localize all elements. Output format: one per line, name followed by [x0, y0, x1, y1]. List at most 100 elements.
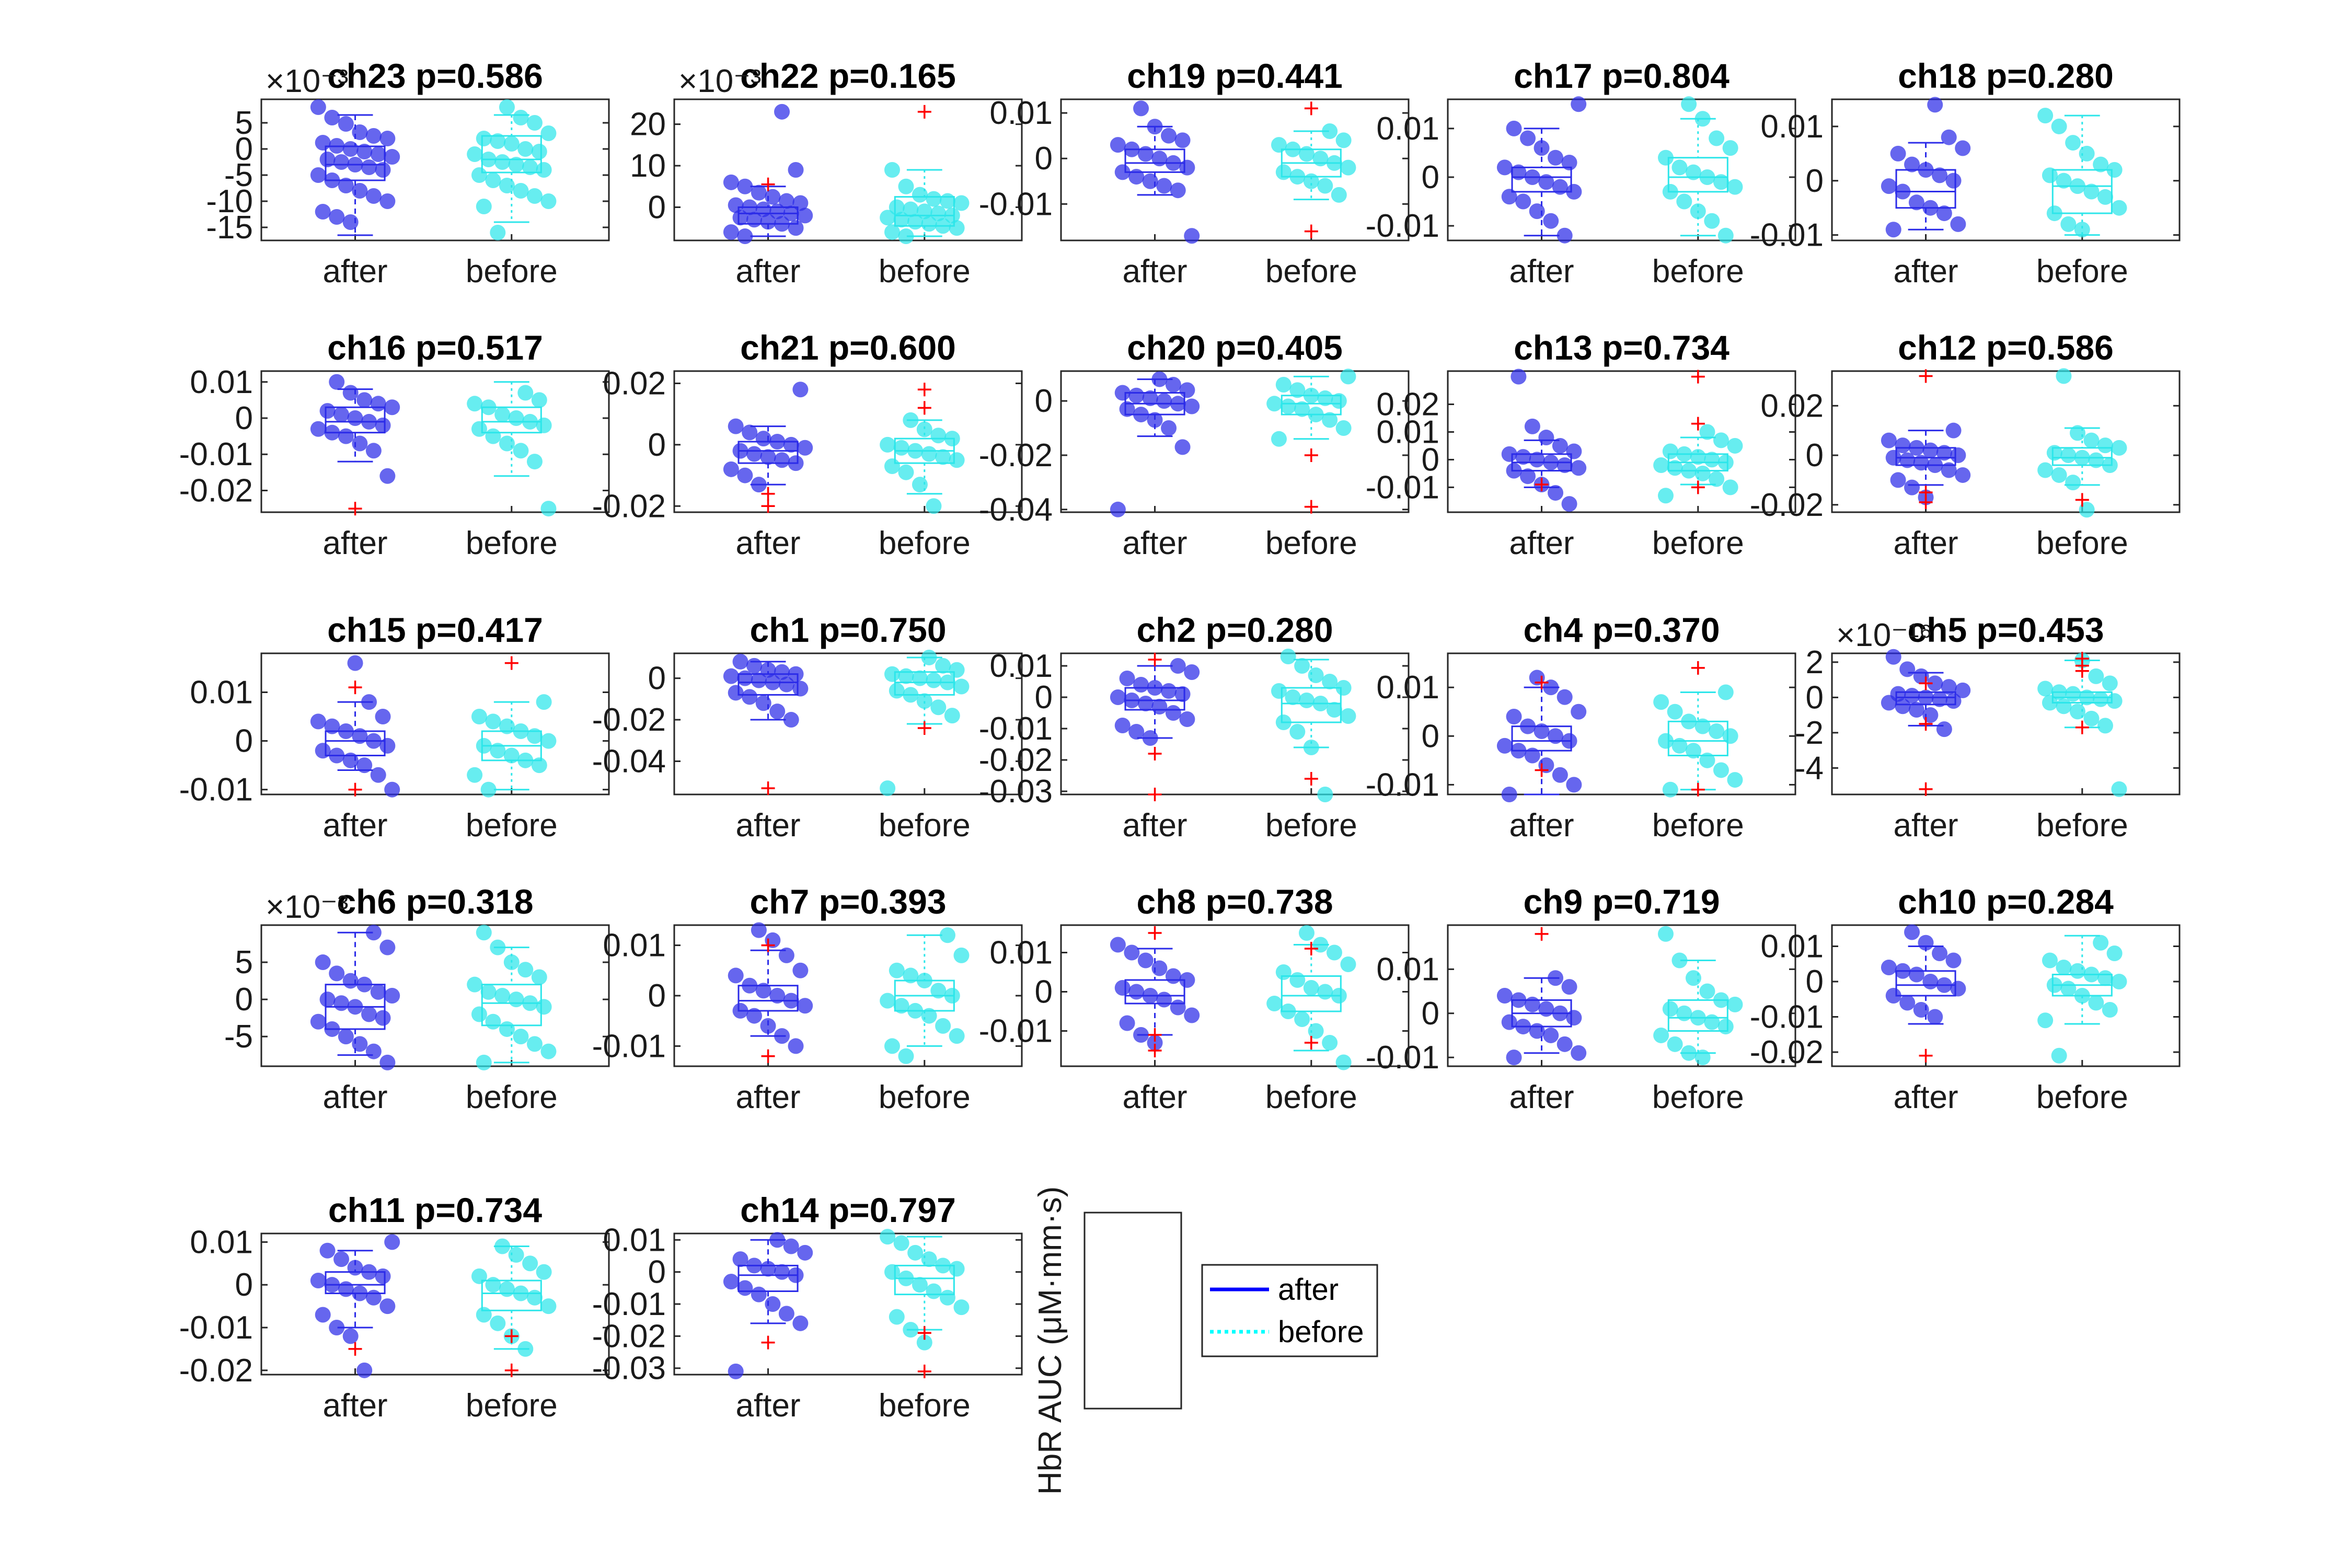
data-point-before	[2106, 946, 2123, 961]
axes-frame-ch14	[673, 1232, 1023, 1376]
data-point-before	[1713, 174, 1729, 190]
y-tick-label: 0	[1035, 974, 1053, 1010]
data-point-after	[1515, 193, 1531, 210]
data-point-before	[517, 962, 534, 978]
data-point-after	[356, 976, 373, 993]
data-point-before	[2079, 145, 2095, 162]
chart-title-ch12: ch12 p=0.586	[1898, 328, 2114, 367]
data-point-before	[503, 747, 520, 764]
data-point-after	[1945, 422, 1962, 439]
data-point-before	[884, 224, 900, 240]
data-point-before	[2046, 205, 2062, 222]
data-point-after	[356, 1362, 373, 1378]
data-point-before	[953, 947, 970, 963]
data-point-after	[324, 718, 340, 734]
axes-frame-ch18	[1831, 98, 2181, 241]
data-point-after	[1913, 455, 1929, 471]
data-point-before	[522, 995, 538, 1011]
data-point-before	[1340, 708, 1356, 724]
y-tick-label: -0.03	[979, 774, 1053, 810]
data-point-after	[1506, 1050, 1522, 1066]
data-point-before	[494, 407, 511, 423]
data-point-before	[522, 413, 538, 430]
chart-title-ch15: ch15 p=0.417	[327, 610, 543, 649]
data-point-before	[930, 205, 947, 222]
chart-title-ch23: ch23 p=0.586	[327, 56, 543, 95]
data-point-after	[1904, 688, 1920, 704]
data-point-before	[2060, 447, 2077, 464]
data-point-before	[480, 984, 497, 1000]
data-point-after	[1895, 963, 1911, 979]
data-point-before	[1294, 658, 1310, 674]
data-point-after	[792, 962, 809, 978]
data-point-before	[1271, 683, 1287, 699]
data-point-after	[319, 152, 336, 167]
outlier-marker-before	[1304, 772, 1318, 786]
data-point-after	[1899, 452, 1916, 468]
data-point-before	[1681, 463, 1697, 479]
x-tick-label-after: after	[1123, 525, 1187, 561]
data-point-before	[935, 218, 951, 234]
data-point-after	[347, 157, 363, 172]
data-point-before	[916, 693, 932, 709]
data-point-after	[1890, 472, 1906, 488]
data-point-after	[1918, 162, 1934, 178]
data-point-before	[2111, 440, 2127, 456]
data-point-before	[1326, 944, 1342, 961]
data-point-after	[797, 1244, 813, 1261]
data-point-before	[926, 498, 942, 514]
data-point-before	[531, 757, 547, 774]
data-point-after	[375, 709, 391, 725]
data-point-after	[783, 205, 799, 222]
data-point-before	[1690, 1010, 1706, 1026]
data-point-before	[2097, 718, 2113, 734]
data-point-after	[1561, 733, 1577, 749]
data-point-before	[2042, 952, 2058, 969]
data-point-after	[333, 1251, 350, 1267]
data-point-after	[342, 214, 359, 230]
y-tick-label: -0.01	[179, 772, 253, 808]
data-point-after	[792, 195, 809, 211]
data-point-after	[1128, 387, 1145, 403]
data-point-before	[953, 1299, 970, 1316]
y-tick-label: -0.01	[979, 711, 1053, 747]
data-point-before	[944, 988, 960, 1004]
data-point-after	[352, 183, 368, 199]
data-point-after	[774, 216, 790, 232]
data-point-after	[1133, 407, 1149, 423]
data-point-before	[1322, 123, 1338, 139]
y-tick-label: -0.01	[1750, 999, 1824, 1035]
y-exponent-label: ×10⁻³	[266, 63, 349, 99]
data-point-before	[2056, 172, 2072, 189]
data-point-after	[365, 443, 382, 459]
data-point-before	[2037, 1012, 2054, 1029]
data-point-after	[1114, 385, 1131, 401]
data-point-before	[499, 1281, 515, 1297]
axes-frame-ch10	[1831, 924, 2181, 1067]
data-point-after	[1174, 132, 1191, 148]
data-point-after	[783, 993, 799, 1009]
data-point-before	[1662, 781, 1678, 798]
data-point-after	[1128, 984, 1145, 1000]
y-tick-label: 10	[630, 148, 666, 184]
data-point-before	[1676, 1005, 1692, 1021]
data-point-after	[361, 1264, 377, 1280]
data-point-after	[1501, 787, 1517, 802]
data-point-after	[723, 174, 739, 190]
panel-ch6: -505 after before ch6 p=0.318×10⁻³	[224, 882, 610, 1115]
data-point-after	[1511, 368, 1527, 385]
outlier-marker-before	[1691, 370, 1705, 384]
data-point-after	[1885, 649, 1901, 665]
data-point-before	[2069, 704, 2085, 720]
y-tick-label: 0	[235, 131, 253, 167]
data-point-before	[508, 1247, 524, 1263]
data-point-before	[880, 210, 896, 226]
x-tick-label-after: after	[736, 1388, 801, 1424]
data-point-before	[1690, 203, 1706, 220]
data-point-before	[1280, 1004, 1296, 1019]
data-point-before	[517, 141, 534, 157]
data-point-after	[1881, 178, 1897, 194]
data-point-after	[1945, 693, 1962, 709]
y-tick-label: 0	[1806, 964, 1824, 1000]
y-tick-label: -0.02	[592, 488, 666, 524]
